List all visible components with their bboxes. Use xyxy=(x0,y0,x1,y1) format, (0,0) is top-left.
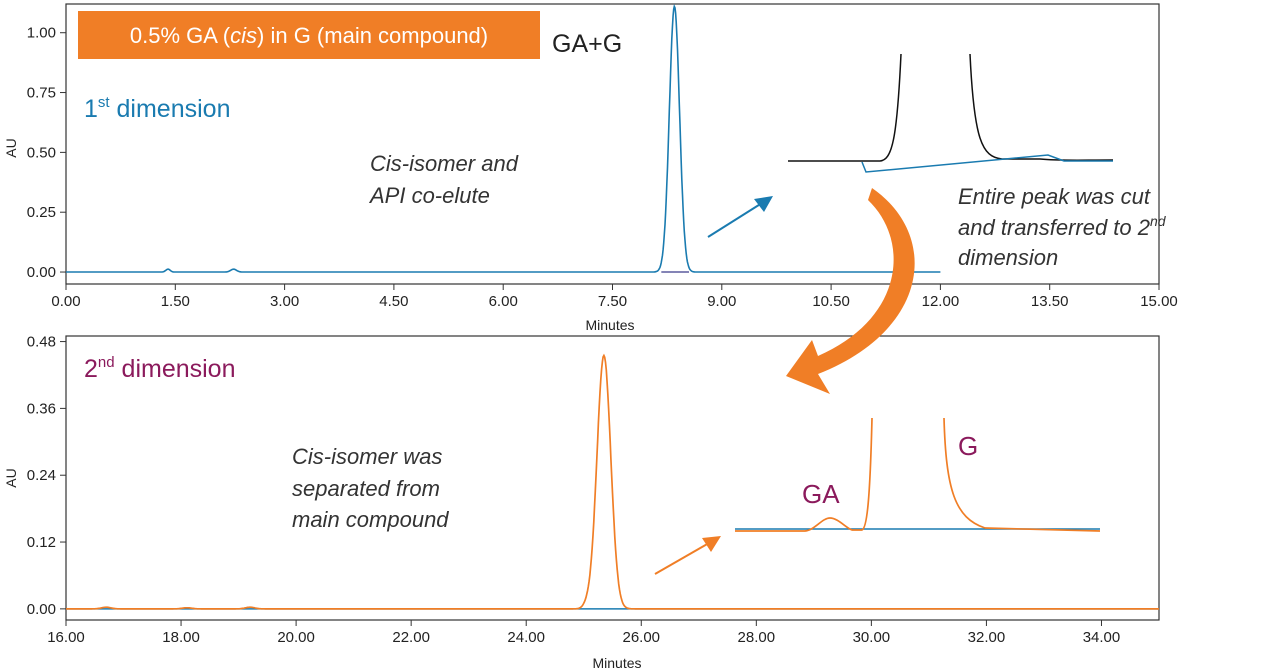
x-tick-label: 28.00 xyxy=(738,629,776,646)
inset1-blue-trace xyxy=(861,154,1113,173)
top-peak-label: GA+G xyxy=(552,30,622,58)
x-tick-label: 3.00 xyxy=(270,293,299,310)
inset2-orange-left xyxy=(735,417,873,532)
x-tick-label: 24.00 xyxy=(507,629,545,646)
x-tick-label: 9.00 xyxy=(707,293,736,310)
bottom-plot-frame xyxy=(65,335,1160,621)
inset1-annotation-line-2: and transferred to 2nd xyxy=(958,213,1167,240)
x-tick-label: 4.50 xyxy=(379,293,408,310)
x-tick-label: 26.00 xyxy=(622,629,660,646)
top-annotation-line-2: API co-elute xyxy=(368,183,490,208)
bottom-panel: 0.00 0.12 0.24 0.36 0.48 16.00 18.00 20.00 22.0… xyxy=(3,334,1160,671)
x-tick-label: 20.00 xyxy=(277,629,315,646)
bottom-zoom-inset xyxy=(735,417,1101,532)
x-tick-label: 0.00 xyxy=(51,293,80,310)
sample-banner xyxy=(78,11,540,59)
bottom-series-line xyxy=(66,353,1159,610)
inset1-annotation-line-1: Entire peak was cut xyxy=(958,184,1151,209)
bottom-y-axis: 0.00 0.12 0.24 0.36 0.48 xyxy=(27,334,66,618)
y-tick-label: 0.36 xyxy=(27,400,56,417)
x-tick-label: 7.50 xyxy=(598,293,627,310)
y-tick-label: 0.25 xyxy=(27,204,56,221)
bottom-inset-arrowhead xyxy=(702,536,721,552)
transfer-arrow-shape xyxy=(786,188,915,394)
x-tick-label: 18.00 xyxy=(162,629,200,646)
x-tick-label: 34.00 xyxy=(1083,629,1121,646)
x-tick-label: 32.00 xyxy=(968,629,1006,646)
x-tick-label: 10.50 xyxy=(812,293,850,310)
top-inset-arrowhead xyxy=(754,196,773,212)
top-y-axis: 0.00 0.25 0.50 0.75 1.00 xyxy=(27,25,66,281)
y-tick-label: 1.00 xyxy=(27,25,56,42)
y-tick-label: 0.75 xyxy=(27,85,56,102)
y-tick-label: 0.00 xyxy=(27,264,56,281)
bottom-panel-title: 2nd dimension xyxy=(84,354,236,383)
top-zoom-inset xyxy=(788,53,1114,173)
inset1-left-peak xyxy=(788,53,902,162)
x-tick-label: 15.00 xyxy=(1140,293,1178,310)
bottom-annotation-line-2: separated from xyxy=(292,476,440,501)
inset2-orange-right xyxy=(943,417,1101,532)
y-tick-label: 0.12 xyxy=(27,534,56,551)
bottom-y-axis-label: AU xyxy=(3,468,19,487)
top-panel-title: 1st dimension xyxy=(84,94,230,123)
transfer-arrow xyxy=(786,188,915,394)
y-tick-label: 0.48 xyxy=(27,334,56,351)
top-x-axis-label: Minutes xyxy=(585,317,634,333)
bottom-x-axis: 16.00 18.00 20.00 22.00 24.00 26.00 28.00 30.00… xyxy=(47,620,1120,646)
bottom-inset-arrow xyxy=(654,542,710,575)
top-panel: 0.00 0.25 0.50 0.75 1.00 0.00 1.50 3.00 4.50 6.0… xyxy=(3,3,1178,333)
x-tick-label: 30.00 xyxy=(853,629,891,646)
inset1-annotation-line-3: dimension xyxy=(958,245,1058,270)
inset2-ga-label: GA xyxy=(802,479,840,509)
inset1-right-peak xyxy=(969,53,1114,161)
top-y-axis-label: AU xyxy=(3,138,19,157)
bottom-annotation-line-1: Cis-isomer was xyxy=(292,444,442,469)
top-inset-arrow xyxy=(707,202,763,238)
y-tick-label: 0.24 xyxy=(27,467,56,484)
x-tick-label: 13.50 xyxy=(1031,293,1069,310)
bottom-annotation-line-3: main compound xyxy=(292,507,449,532)
x-tick-label: 12.00 xyxy=(922,293,960,310)
top-x-axis: 0.00 1.50 3.00 4.50 6.00 7.50 9.00 10.50 12.00 13… xyxy=(51,284,1178,310)
inset2-g-label: G xyxy=(958,431,978,461)
top-annotation-line-1: Cis-isomer and xyxy=(370,151,519,176)
y-tick-label: 0.50 xyxy=(27,144,56,161)
x-tick-label: 6.00 xyxy=(489,293,518,310)
x-tick-label: 1.50 xyxy=(161,293,190,310)
sample-banner-text: 0.5% GA (cis) in G (main compound) xyxy=(130,23,488,48)
x-tick-label: 16.00 xyxy=(47,629,85,646)
x-tick-label: 22.00 xyxy=(392,629,430,646)
y-tick-label: 0.00 xyxy=(27,601,56,618)
top-series-line xyxy=(66,4,941,273)
bottom-x-axis-label: Minutes xyxy=(592,655,641,671)
